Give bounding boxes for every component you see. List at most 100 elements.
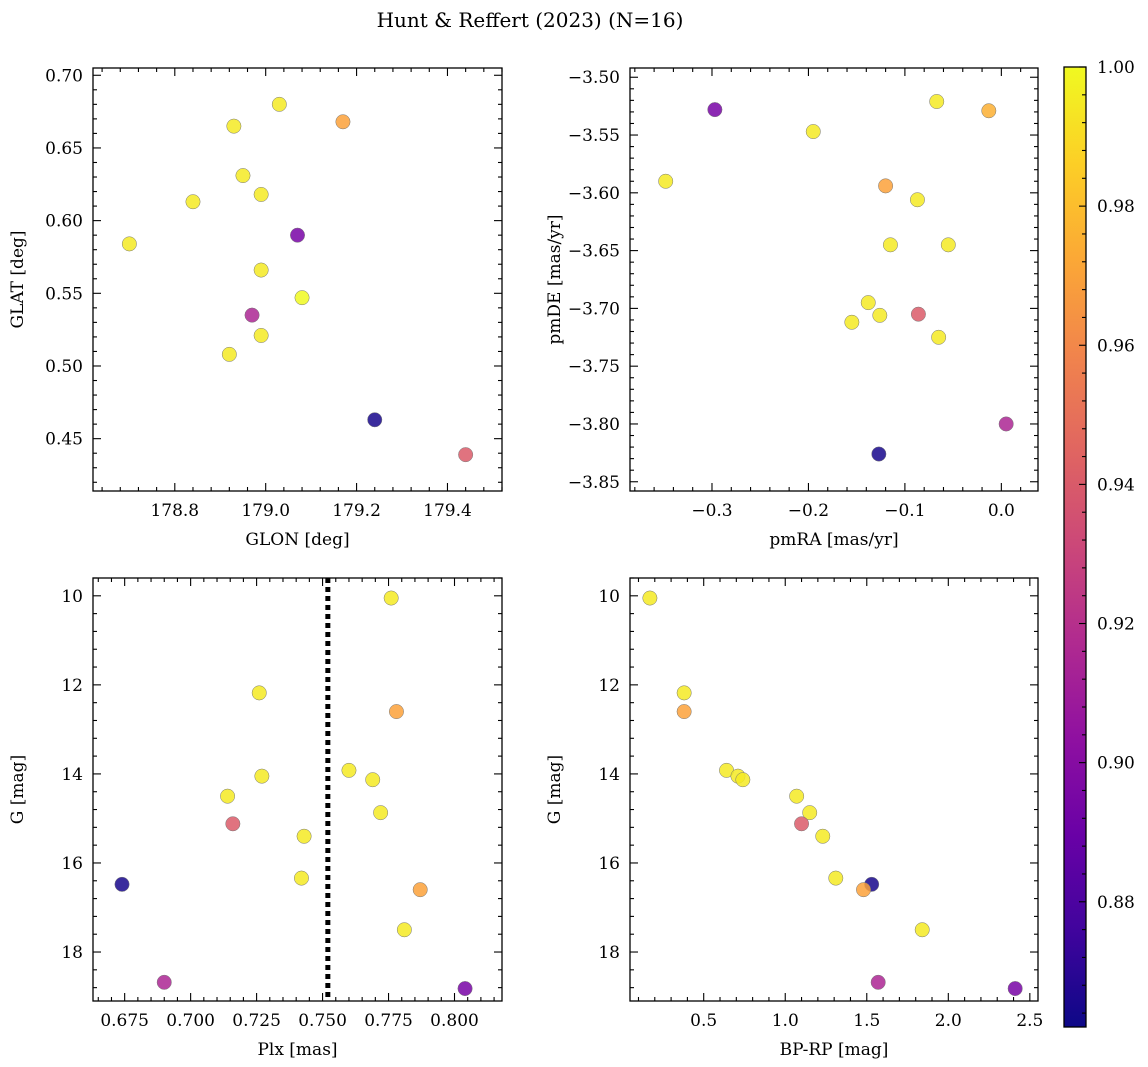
y-tick-label: −3.85 [568, 473, 620, 493]
scatter-point [642, 590, 658, 606]
scatter-point [910, 306, 926, 322]
y-tick-label: 0.45 [45, 430, 83, 450]
scatter-point [373, 805, 389, 821]
x-tick-label: 0.0 [988, 501, 1015, 521]
x-tick-label: −0.1 [884, 501, 925, 521]
y-tick-label: −3.75 [568, 357, 620, 377]
y-tick-label: 16 [598, 854, 620, 874]
scatter-point [294, 290, 310, 306]
scatter-point [931, 329, 947, 345]
x-axis-label: Plx [mas] [257, 1040, 337, 1060]
x-tick-label: 2.5 [1016, 1011, 1043, 1031]
y-tick-label: −3.80 [568, 415, 620, 435]
x-tick-label: 0.725 [232, 1011, 281, 1031]
scatter-point [882, 237, 898, 253]
scatter-point [290, 227, 305, 243]
scatter-point [254, 768, 270, 784]
x-tick-label: 0.5 [690, 1011, 717, 1031]
scatter-point [860, 295, 876, 311]
scatter-point [676, 704, 692, 720]
scatter-point [412, 882, 428, 898]
x-tick-label: 179.0 [241, 501, 290, 521]
colorbar-tick-label: 0.96 [1097, 336, 1135, 356]
scatter-point [981, 103, 997, 119]
y-tick-label: −3.60 [568, 184, 620, 204]
scatter-point [251, 685, 267, 701]
scatter-point [335, 114, 351, 130]
scatter-point [878, 178, 894, 194]
scatter-point [271, 96, 287, 112]
scatter-point [871, 446, 887, 462]
scatter-point [225, 816, 241, 832]
plot-frame [629, 577, 1039, 1002]
scatter-point [870, 974, 886, 990]
x-tick-label: 1.0 [772, 1011, 799, 1031]
scatter-point [1007, 981, 1023, 996]
y-tick-label: 12 [61, 676, 83, 696]
colorbar-tick-label: 0.90 [1097, 754, 1135, 774]
y-tick-label: −3.65 [568, 242, 620, 262]
x-tick-label: −0.3 [691, 501, 732, 521]
colorbar-tick-label: 0.88 [1097, 893, 1135, 913]
scatter-point [805, 124, 821, 140]
scatter-point [458, 447, 474, 463]
y-tick-label: 0.55 [45, 284, 83, 304]
scatter-point [457, 981, 473, 996]
panel-bprp-g: 0.5 1.0 1.5 2.0 2.5 10 12 14 16 18 BP-RP [mag] G [m… [545, 577, 1043, 1060]
scatter-point [828, 870, 844, 886]
scatter-point [383, 590, 399, 606]
x-tick-label: 0.800 [430, 1011, 479, 1031]
x-tick-label: 1.5 [853, 1011, 880, 1031]
scatter-point [294, 870, 309, 886]
scatter-point [909, 192, 925, 208]
scatter-point [707, 102, 723, 118]
scatter-point [341, 762, 357, 778]
scatter-point [121, 236, 137, 252]
scatter-point [794, 816, 809, 832]
y-tick-label: 16 [61, 854, 83, 874]
x-tick-label: 0.675 [100, 1011, 149, 1031]
x-tick-label: 179.4 [423, 501, 472, 521]
y-tick-label: 18 [598, 943, 620, 963]
plot-frame [92, 577, 503, 1002]
scatter-point [296, 828, 312, 844]
plot-frame [629, 67, 1039, 492]
y-tick-label: 0.50 [45, 357, 83, 377]
scatter-point [221, 346, 237, 362]
scatter-point [114, 876, 130, 892]
scatter-point [844, 314, 860, 330]
scatter-point [815, 828, 831, 844]
scatter-point [185, 194, 201, 210]
x-tick-label: 0.700 [166, 1011, 215, 1031]
colorbar-tick-label: 0.94 [1097, 475, 1135, 495]
colorbar-tick-label: 1.00 [1097, 58, 1135, 78]
scatter-point [226, 118, 242, 134]
y-tick-label: 0.70 [45, 66, 83, 86]
y-tick-label: 12 [598, 676, 620, 696]
scatter-point [365, 772, 381, 788]
panel-pmra-pmde: −0.3 −0.2 −0.1 0.0 −3.85 −3.80 −3.75 −3.70 −3.65… [545, 67, 1039, 550]
scatter-point [658, 173, 674, 189]
y-axis-label: G [mag] [8, 755, 28, 824]
x-tick-label: 2.0 [935, 1011, 962, 1031]
colorbar-gradient [1063, 66, 1087, 1028]
y-axis-label: GLAT [deg] [8, 230, 28, 328]
y-tick-label: 0.65 [45, 139, 83, 159]
scatter-point [735, 772, 751, 788]
x-tick-label: 0.775 [364, 1011, 413, 1031]
x-axis-label: BP-RP [mag] [780, 1040, 889, 1060]
y-tick-label: 14 [598, 765, 620, 785]
scatter-point [676, 685, 692, 701]
scatter-point [396, 922, 412, 938]
plot-frame [92, 67, 503, 492]
colorbar: 0.88 0.90 0.92 0.94 0.96 0.98 1.00 [1063, 58, 1135, 1028]
scatter-point [998, 416, 1014, 432]
scatter-point [253, 328, 269, 343]
scatter-point [856, 882, 871, 898]
y-tick-label: 14 [61, 765, 83, 785]
y-axis-label: pmDE [mas/yr] [545, 214, 565, 344]
y-tick-label: 10 [61, 587, 83, 607]
colorbar-tick-label: 0.98 [1097, 197, 1135, 217]
y-tick-label: 10 [598, 587, 620, 607]
